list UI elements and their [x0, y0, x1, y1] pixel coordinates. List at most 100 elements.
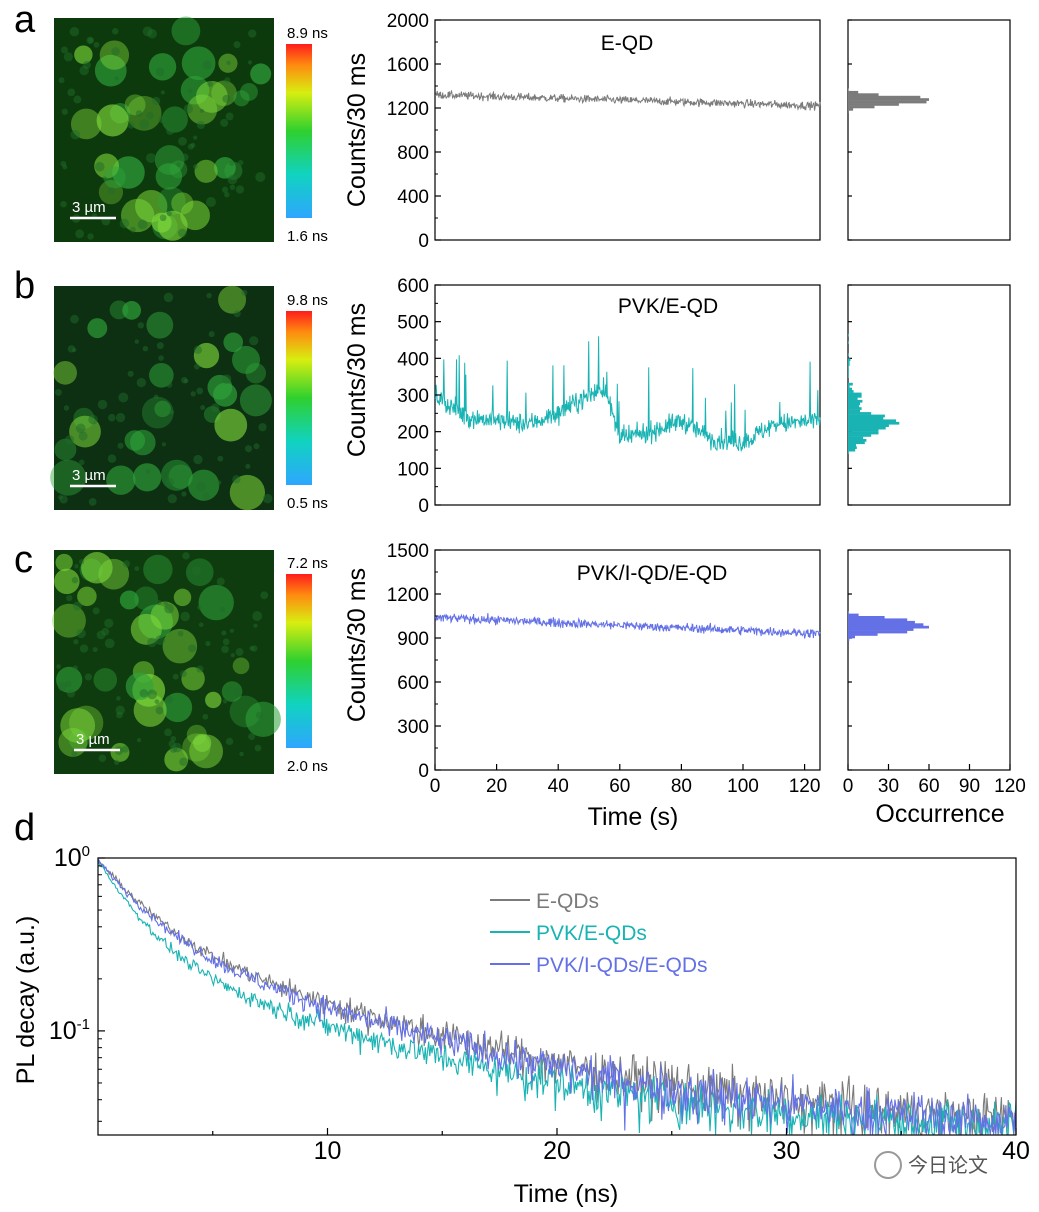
map-speckle [115, 412, 126, 423]
hist-axes-a [847, 19, 1011, 241]
map-speckle [241, 289, 248, 296]
map-spot [54, 438, 77, 461]
hist-bar [848, 390, 854, 393]
map-spot [181, 46, 216, 81]
hist-bar [848, 613, 859, 617]
ytick-label: 0 [418, 761, 429, 782]
map-speckle [178, 136, 187, 146]
hist-bar [848, 412, 872, 415]
map-speckle [208, 331, 215, 338]
ytick-label: 900 [397, 629, 429, 650]
map-speckle [57, 681, 68, 692]
hist-bar [848, 625, 929, 629]
map-speckle [67, 88, 76, 97]
map-speckle [200, 405, 206, 411]
decay-ylabel: PL decay (a.u.) [12, 916, 40, 1085]
map-speckle [192, 164, 198, 170]
xtick-label: 100 [727, 776, 759, 797]
map-spot [146, 311, 174, 339]
watermark: 今日论文 [874, 1151, 988, 1179]
hist-bar [848, 98, 929, 101]
trace-c-xticks: 0 20 40 60 80 100 120 [430, 764, 820, 797]
ytick-label: 1600 [387, 55, 429, 76]
map-speckle [226, 686, 231, 692]
map-speckle [198, 622, 204, 628]
map-speckle [224, 77, 231, 84]
map-speckle [177, 630, 184, 637]
trace-a-series [434, 90, 821, 111]
decay-legend: E-QDs PVK/E-QDs PVK/I-QDs/E-QDs [490, 890, 708, 977]
hist-bar [848, 108, 854, 111]
map-speckle [155, 67, 165, 77]
hist-a-bars [848, 88, 929, 114]
map-speckle [253, 623, 258, 628]
colorbar-min-b: 0.5 ns [287, 495, 328, 512]
map-speckle [224, 191, 230, 198]
hist-bar [848, 392, 862, 396]
hist-bar [848, 434, 872, 437]
hist-xtick-label: 0 [843, 776, 854, 797]
hist-b-bars [848, 333, 900, 454]
trace-a-yticks: 0 400 800 1200 1600 2000 [387, 11, 852, 252]
map-speckle [72, 601, 82, 611]
map-spot [133, 463, 162, 492]
decay-ytick-exp: 0 [82, 843, 90, 860]
trace-xlabel-c: Time (s) [588, 803, 679, 831]
ytick-label: 400 [397, 349, 429, 370]
decay-ytick-base: 10 [54, 844, 82, 872]
map-speckle [193, 454, 203, 465]
map-speckle [230, 653, 235, 658]
map-spot [189, 734, 224, 769]
map-speckle [172, 673, 179, 680]
decay-xtick-label: 20 [543, 1137, 571, 1165]
map-spot [205, 691, 222, 709]
decay-xtick-label: 10 [314, 1137, 342, 1165]
map-speckle [165, 126, 175, 135]
map-speckle [229, 184, 236, 190]
map-spot [53, 361, 78, 385]
decay-ytick-exp: -1 [77, 1016, 90, 1033]
map-speckle [190, 391, 196, 397]
map-spot [149, 362, 174, 388]
map-speckle [164, 603, 174, 614]
map-spot [124, 94, 146, 116]
map-speckle [202, 60, 212, 70]
hist-bar [848, 620, 915, 624]
map-speckle [104, 638, 115, 649]
trace-panel-c: 0 300 600 900 1200 1500 0 20 40 60 80 100 120 PVK/I… [343, 541, 852, 831]
map-speckle [249, 336, 259, 346]
map-speckle [177, 228, 187, 238]
trace-ylabel-b: Counts/30 ms [343, 303, 371, 457]
map-speckle [113, 759, 120, 765]
map-speckle [193, 135, 198, 140]
map-speckle [255, 172, 266, 182]
watermark-text: 今日论文 [908, 1153, 988, 1177]
hist-bar [848, 628, 914, 631]
hist-bar [848, 426, 886, 430]
map-spot [141, 396, 174, 429]
xtick-label: 60 [609, 776, 630, 797]
trace-panel-b: 0 100 200 300 400 500 600 PVK/E-QD Counts/30 m… [343, 276, 852, 517]
map-speckle [139, 119, 150, 130]
map-speckle [233, 310, 241, 318]
hist-bar [848, 341, 849, 344]
map-speckle [152, 96, 161, 106]
map-speckle [164, 728, 172, 737]
hist-xtick-label: 60 [918, 776, 939, 797]
wechat-icon [874, 1151, 902, 1179]
ytick-label: 100 [397, 459, 429, 480]
map-speckle [155, 706, 164, 715]
map-speckle [197, 605, 202, 610]
map-spot [122, 300, 142, 320]
ytick-label: 400 [397, 187, 429, 208]
map-speckle [107, 454, 117, 463]
hist-bar [848, 402, 860, 405]
map-spot [194, 159, 218, 183]
map-speckle [139, 689, 149, 698]
map-speckle [247, 60, 253, 65]
ytick-label: 800 [397, 143, 429, 164]
map-speckle [202, 492, 211, 501]
map-speckle [227, 174, 238, 185]
hist-bar [848, 103, 899, 106]
